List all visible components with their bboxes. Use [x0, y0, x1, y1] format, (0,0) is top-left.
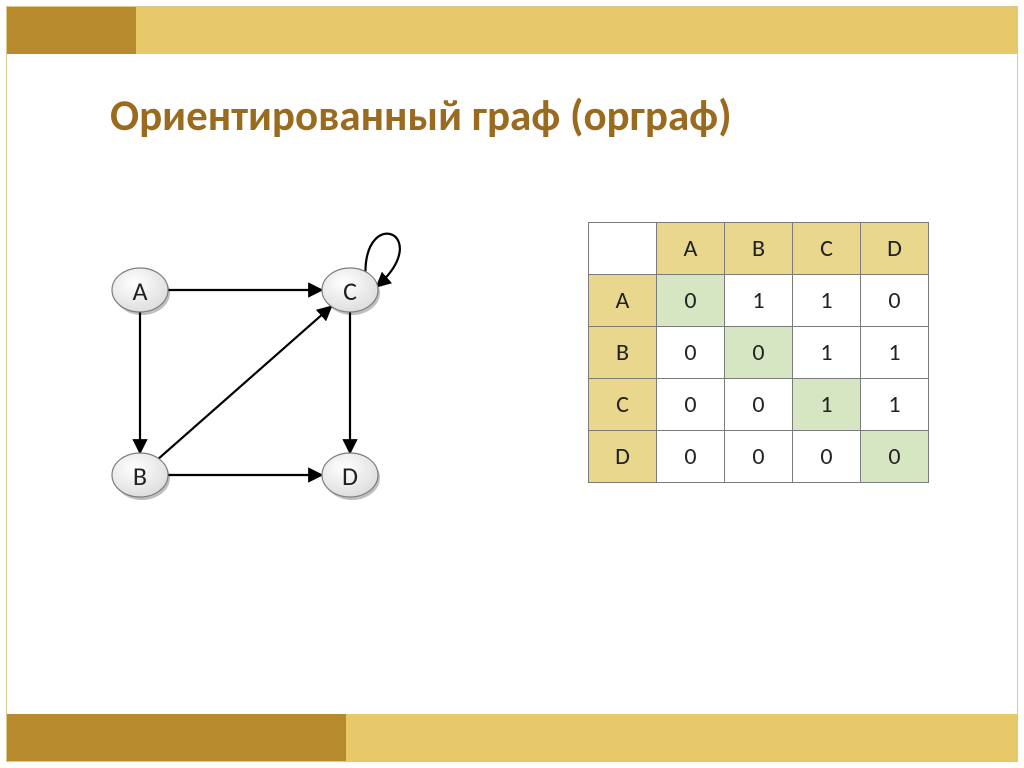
nodes-group: A C B D	[112, 268, 380, 500]
matrix-cell: 1	[793, 379, 861, 431]
top-band	[6, 6, 1018, 54]
matrix-row-header: C	[589, 379, 657, 431]
matrix-cell: 0	[657, 327, 725, 379]
matrix-cell: 0	[657, 431, 725, 483]
matrix-cell: 0	[725, 379, 793, 431]
matrix-corner-cell	[589, 223, 657, 275]
adjacency-table: A B C D A0110B0011C0011D0000	[588, 222, 929, 483]
directed-graph: A C B D	[100, 210, 420, 510]
node-label: B	[133, 460, 147, 492]
matrix-row-header: B	[589, 327, 657, 379]
matrix-cell: 0	[657, 379, 725, 431]
matrix-cell: 1	[861, 379, 929, 431]
matrix-cell: 1	[861, 327, 929, 379]
matrix-cell: 1	[793, 327, 861, 379]
matrix-col-header: C	[793, 223, 861, 275]
matrix-cell: 0	[861, 275, 929, 327]
matrix-cell: 0	[861, 431, 929, 483]
matrix-cell: 0	[657, 275, 725, 327]
top-band-accent	[6, 6, 136, 54]
graph-node-d: D	[322, 453, 380, 500]
matrix-cell: 0	[725, 431, 793, 483]
graph-node-a: A	[112, 268, 170, 315]
matrix-row: D0000	[589, 431, 929, 483]
slide-title: Ориентированный граф (орграф)	[110, 92, 732, 139]
node-label: D	[342, 460, 358, 492]
graph-svg: A C B D	[100, 210, 420, 510]
matrix-row-header: A	[589, 275, 657, 327]
matrix-header-row: A B C D	[589, 223, 929, 275]
matrix-cell: 1	[725, 275, 793, 327]
edge	[159, 306, 332, 458]
node-label: A	[132, 275, 147, 307]
bottom-band-accent	[6, 714, 346, 762]
matrix-row-header: D	[589, 431, 657, 483]
matrix-cell: 1	[793, 275, 861, 327]
matrix-cell: 0	[725, 327, 793, 379]
matrix-row: B0011	[589, 327, 929, 379]
node-label: C	[343, 275, 357, 307]
matrix-cell: 0	[793, 431, 861, 483]
adjacency-matrix: A B C D A0110B0011C0011D0000	[588, 222, 929, 483]
matrix-col-header: A	[657, 223, 725, 275]
graph-node-b: B	[112, 453, 170, 500]
matrix-col-header: D	[861, 223, 929, 275]
matrix-col-header: B	[725, 223, 793, 275]
matrix-row: C0011	[589, 379, 929, 431]
matrix-row: A0110	[589, 275, 929, 327]
